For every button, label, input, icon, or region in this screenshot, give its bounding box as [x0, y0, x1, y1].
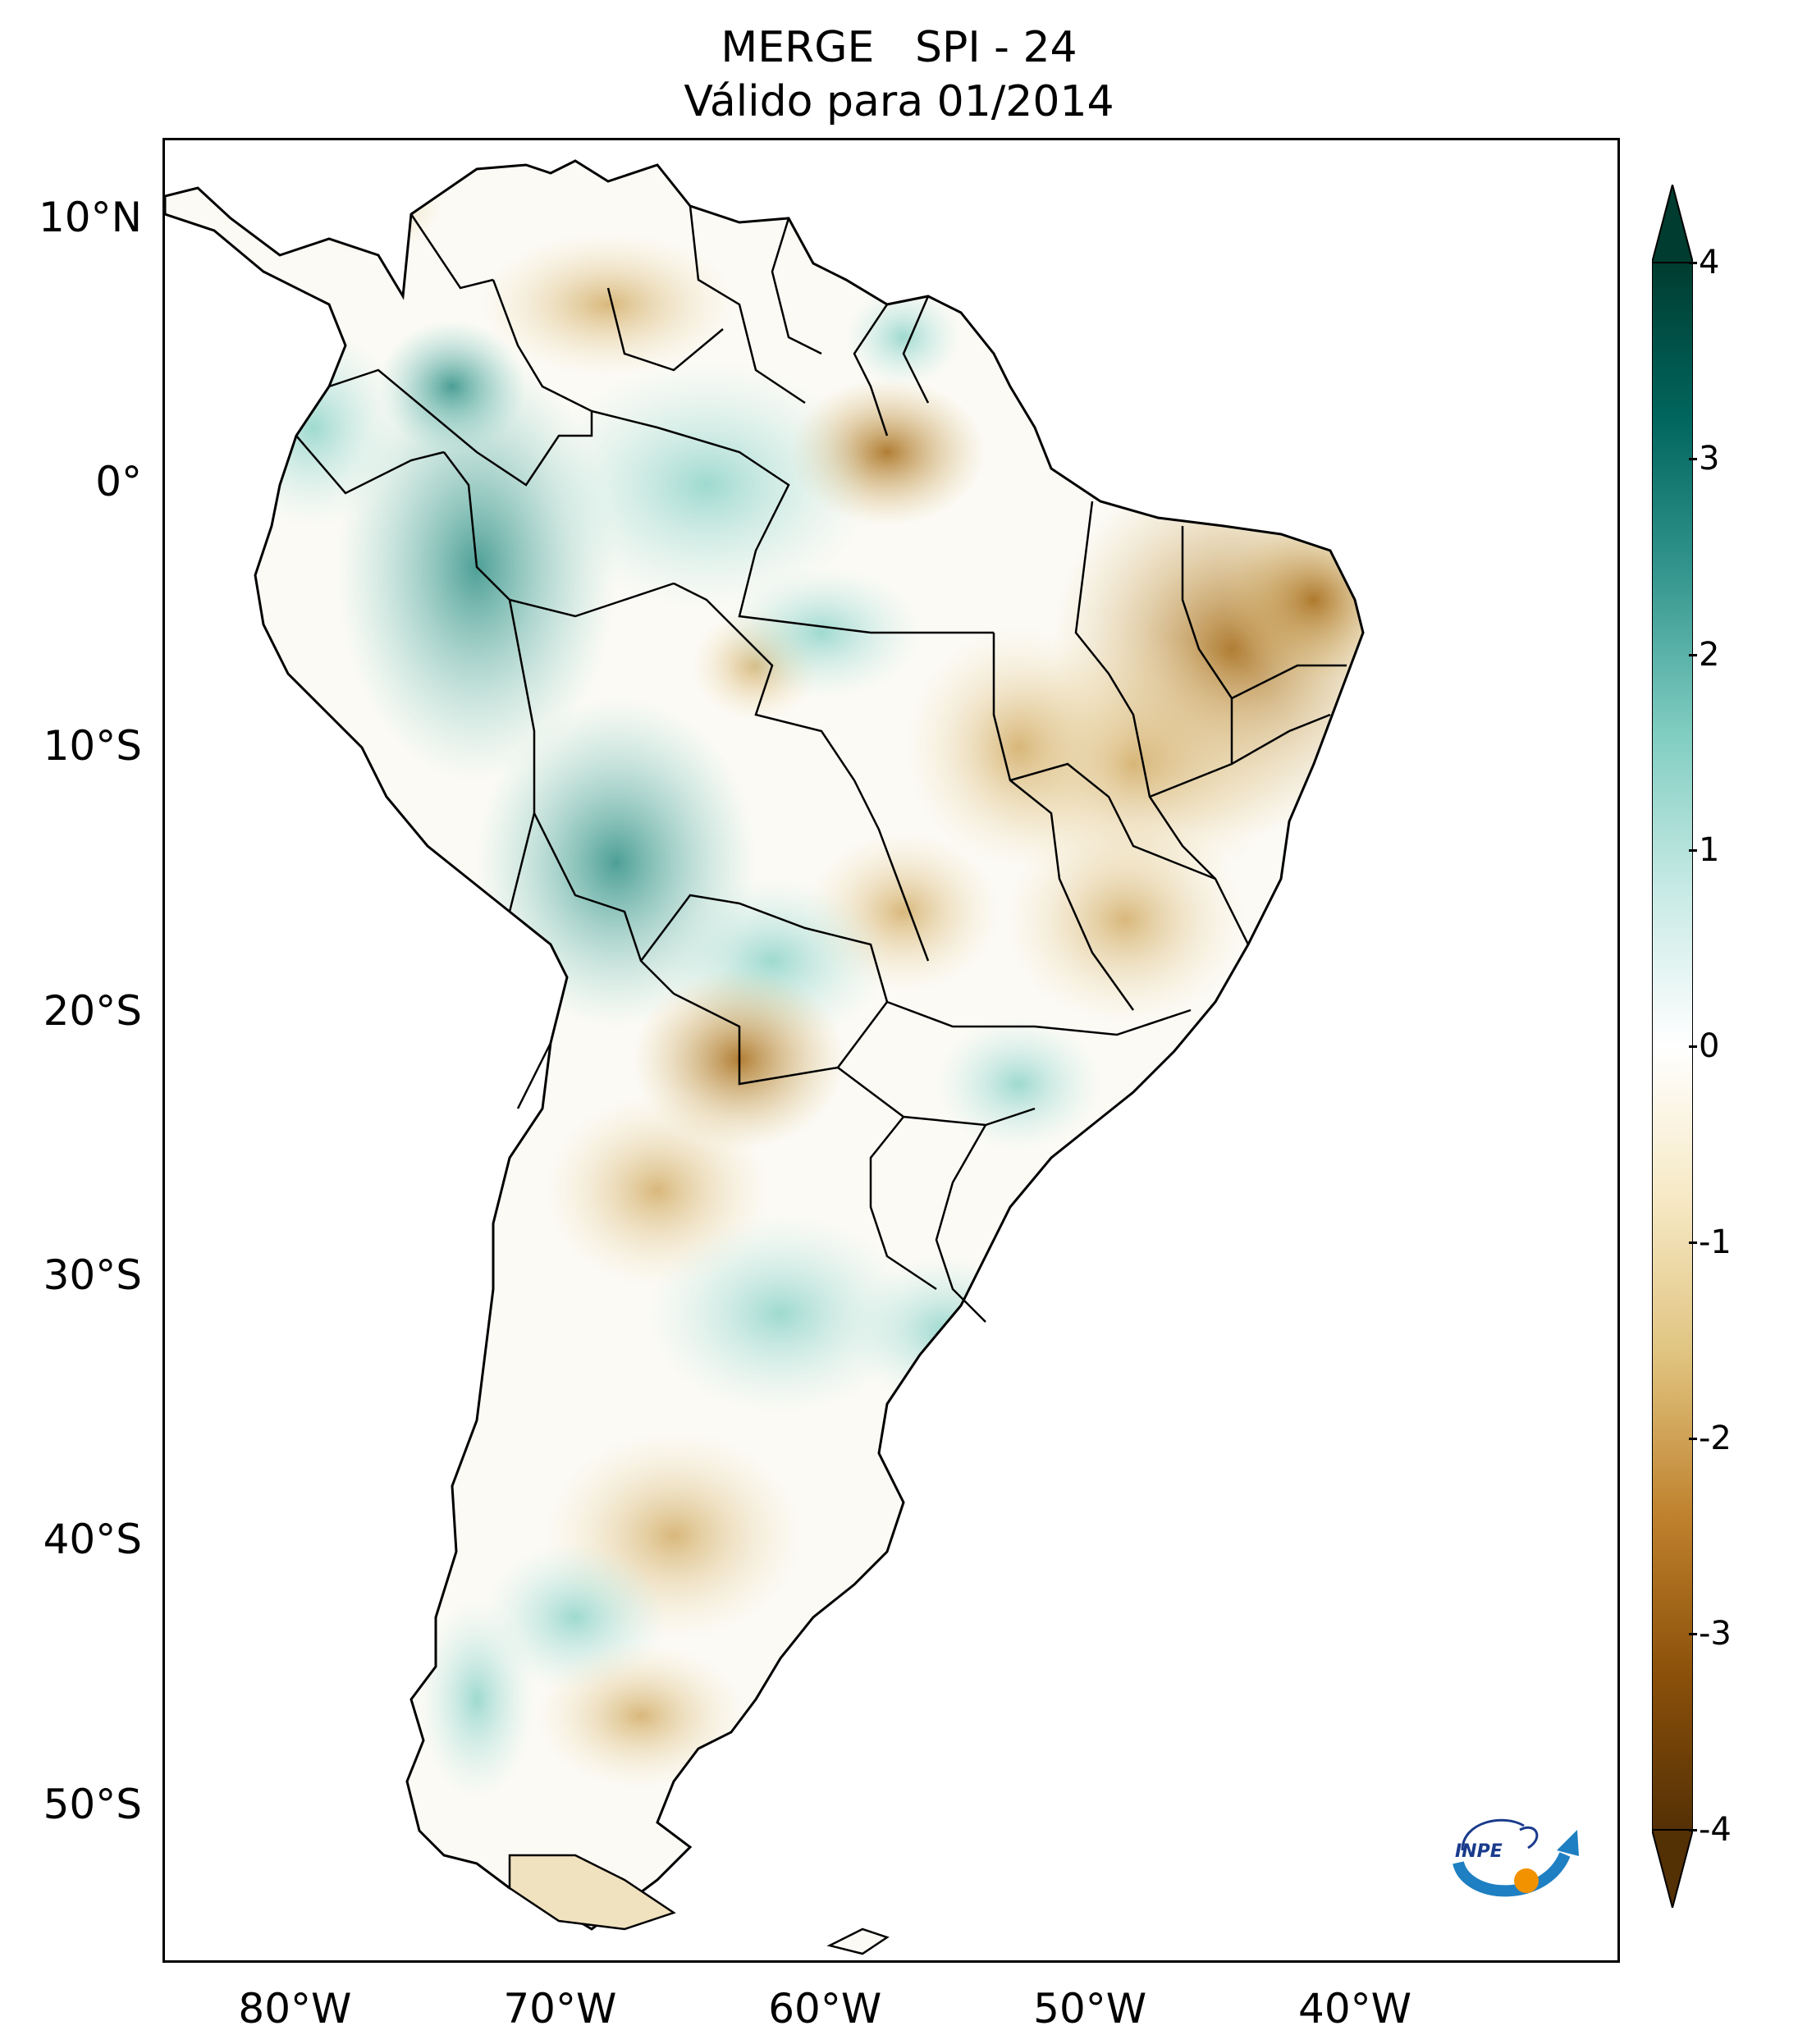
colorbar-tick-label: 2 — [1699, 635, 1720, 674]
falkland-islands — [826, 1927, 890, 1955]
lat-label: 10°S — [43, 722, 142, 771]
colorbar-tick-label: -3 — [1699, 1615, 1732, 1653]
lat-label: 30°S — [43, 1251, 142, 1299]
colorbar-tick — [1689, 849, 1697, 853]
lat-label: 20°S — [43, 986, 142, 1035]
colorbar-tick — [1689, 1633, 1697, 1636]
map-frame — [162, 138, 1620, 1963]
lat-label: 10°N — [38, 193, 142, 241]
colorbar-tick — [1689, 1045, 1697, 1048]
colorbar-tick — [1689, 262, 1697, 264]
colorbar-tick — [1689, 1829, 1697, 1831]
inpe-logo — [1453, 1818, 1579, 1897]
colorbar-tick — [1689, 457, 1697, 460]
tierra-del-fuego — [508, 1854, 676, 1931]
lon-label: 40°W — [1298, 1985, 1412, 2033]
colorbar-tick — [1689, 1437, 1697, 1440]
colorbar-tick-label: -1 — [1699, 1223, 1732, 1261]
colorbar-tick — [1689, 653, 1697, 656]
lat-label: 0° — [95, 458, 142, 505]
country-borders — [295, 205, 1347, 1323]
lon-label: 70°W — [503, 1985, 617, 2033]
colorbar-tick — [1689, 1241, 1697, 1244]
lon-label: 60°W — [768, 1985, 882, 2033]
colorbar-tick-label: 4 — [1699, 244, 1720, 281]
colorbar-tick-label: 3 — [1699, 439, 1720, 478]
lon-label: 50°W — [1033, 1985, 1147, 2033]
logo-text: INPE — [1455, 1841, 1503, 1862]
colorbar-max-extend — [1652, 185, 1693, 263]
lat-label: 40°S — [43, 1516, 142, 1564]
colorbar-tick-label: -4 — [1699, 1811, 1732, 1849]
colorbar-tick-label: 0 — [1699, 1027, 1720, 1065]
south-america-map — [165, 159, 1365, 1955]
map-subtitle: Válido para 01/2014 — [684, 77, 1114, 126]
map-title: MERGE SPI - 24 — [721, 23, 1077, 72]
spi-field — [222, 161, 1363, 1798]
colorbar-tick-label: 1 — [1699, 831, 1720, 870]
colorbar-gradient — [1652, 262, 1693, 1831]
colorbar-min-extend — [1652, 1829, 1693, 1908]
colorbar-tick-label: -2 — [1699, 1419, 1732, 1457]
colorbar — [1652, 185, 1693, 1908]
lat-label: 50°S — [43, 1780, 142, 1828]
lon-label: 80°W — [238, 1985, 352, 2033]
